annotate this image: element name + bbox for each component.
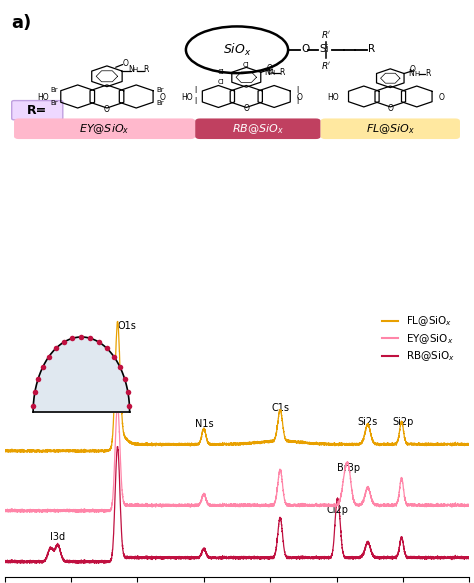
Text: C1s: C1s [271, 403, 289, 413]
Text: Cl: Cl [218, 69, 225, 75]
Text: O: O [438, 93, 444, 102]
FancyBboxPatch shape [195, 118, 320, 139]
Text: Br: Br [156, 87, 164, 93]
Text: O: O [123, 59, 129, 68]
Text: R: R [280, 68, 285, 76]
Text: Br: Br [50, 100, 57, 106]
Text: I3d: I3d [50, 532, 65, 542]
Text: N1s: N1s [194, 419, 213, 429]
Text: $FL@SiO_x$: $FL@SiO_x$ [365, 122, 415, 136]
Text: a): a) [12, 14, 32, 32]
Text: Cl: Cl [268, 69, 274, 75]
Text: R: R [425, 69, 430, 78]
Text: HO: HO [328, 93, 339, 102]
Text: O: O [387, 104, 393, 113]
Legend: FL@SiO$_x$, EY@SiO$_x$, RB@SiO$_x$: FL@SiO$_x$, EY@SiO$_x$, RB@SiO$_x$ [378, 310, 459, 367]
Text: H: H [132, 66, 137, 73]
Text: Cl: Cl [218, 79, 225, 85]
Text: N: N [264, 68, 270, 77]
Text: O: O [296, 93, 302, 102]
Text: HO: HO [181, 93, 193, 102]
Text: I: I [296, 86, 298, 96]
FancyBboxPatch shape [12, 101, 63, 120]
Text: O: O [104, 105, 110, 114]
FancyBboxPatch shape [14, 118, 195, 139]
Text: $SiO_x$: $SiO_x$ [223, 42, 251, 58]
Text: $RB@SiO_x$: $RB@SiO_x$ [232, 122, 284, 136]
Text: Cl: Cl [243, 62, 250, 68]
Text: H: H [414, 71, 419, 77]
Text: Br: Br [50, 87, 57, 93]
Text: O: O [301, 44, 310, 54]
Text: $R'$: $R'$ [321, 29, 331, 40]
Text: N: N [128, 65, 134, 74]
Text: Cl2p: Cl2p [327, 505, 349, 515]
Text: I: I [194, 86, 197, 96]
Text: O: O [266, 64, 273, 73]
Text: R: R [368, 44, 375, 54]
Text: Br3p: Br3p [337, 463, 360, 473]
Text: HO: HO [37, 93, 49, 102]
Text: Si: Si [319, 44, 329, 54]
Text: O: O [410, 65, 416, 74]
Text: N: N [408, 69, 414, 78]
Text: I: I [296, 97, 298, 107]
Text: R: R [144, 65, 149, 75]
Y-axis label: CPS (a.u.): CPS (a.u.) [0, 411, 2, 469]
Text: Br: Br [156, 100, 164, 106]
FancyBboxPatch shape [320, 118, 460, 139]
Text: O: O [159, 93, 165, 102]
Text: $EY@SiO_x$: $EY@SiO_x$ [79, 122, 130, 136]
Text: I: I [194, 97, 197, 107]
Text: R=: R= [27, 104, 47, 117]
Text: O: O [243, 104, 249, 113]
Text: Si2p: Si2p [392, 416, 414, 427]
Text: O1s: O1s [118, 321, 137, 331]
Text: $R'$: $R'$ [321, 59, 331, 71]
Text: Si2s: Si2s [357, 416, 378, 427]
Text: H: H [269, 69, 274, 76]
